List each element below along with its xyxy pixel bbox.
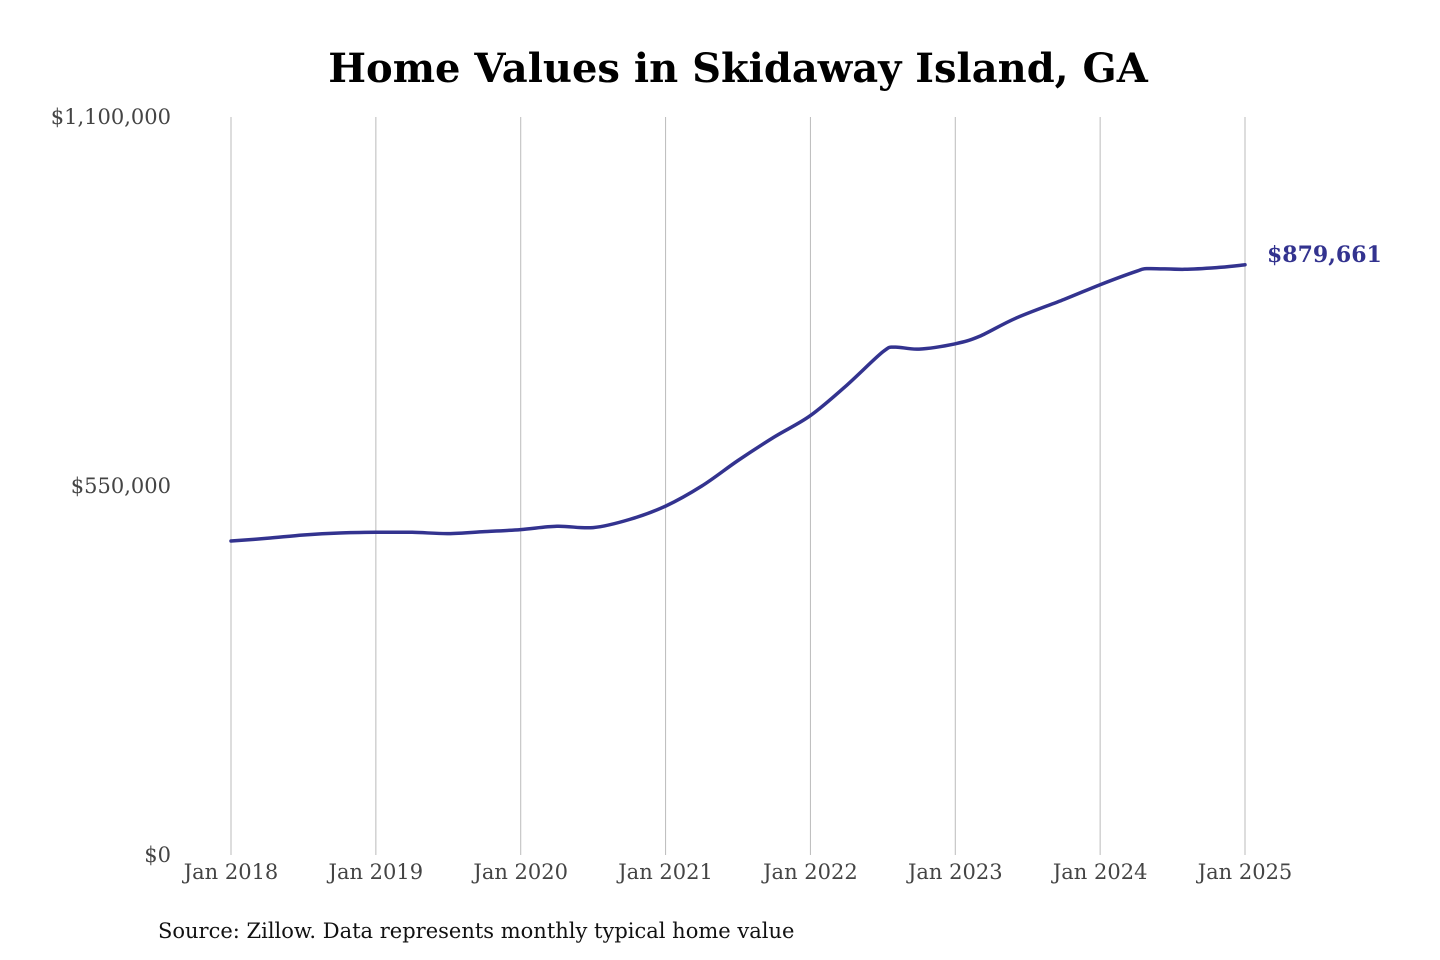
series-line-0 [229,263,1247,543]
x-tick-label: Jan 2022 [761,860,858,884]
y-tick-label: $550,000 [71,474,171,498]
y-tick-label: $0 [144,843,171,867]
x-tick-label: Jan 2020 [471,860,568,884]
x-axis-ticks: Jan 2018 Jan 2019 Jan 2020 Jan 2021 Jan 2022… [182,860,1293,884]
x-tick-label: Jan 2019 [327,860,424,884]
x-tick-label: Jan 2025 [1196,860,1293,884]
x-tick-label: Jan 2023 [906,860,1003,884]
end-value-label: $879,661 [1267,242,1382,268]
series-layer [229,263,1247,543]
source-note: Source: Zillow. Data represents monthly … [158,919,794,943]
x-tick-label: Jan 2018 [182,860,279,884]
y-axis-ticks: $0 $550,000 $1,100,000 [51,105,171,867]
x-tick-label: Jan 2021 [616,860,713,884]
y-tick-label: $1,100,000 [51,105,171,129]
chart-title: Home Values in Skidaway Island, GA [328,45,1148,92]
x-tick-label: Jan 2024 [1051,860,1148,884]
vertical-grid [230,117,1246,855]
